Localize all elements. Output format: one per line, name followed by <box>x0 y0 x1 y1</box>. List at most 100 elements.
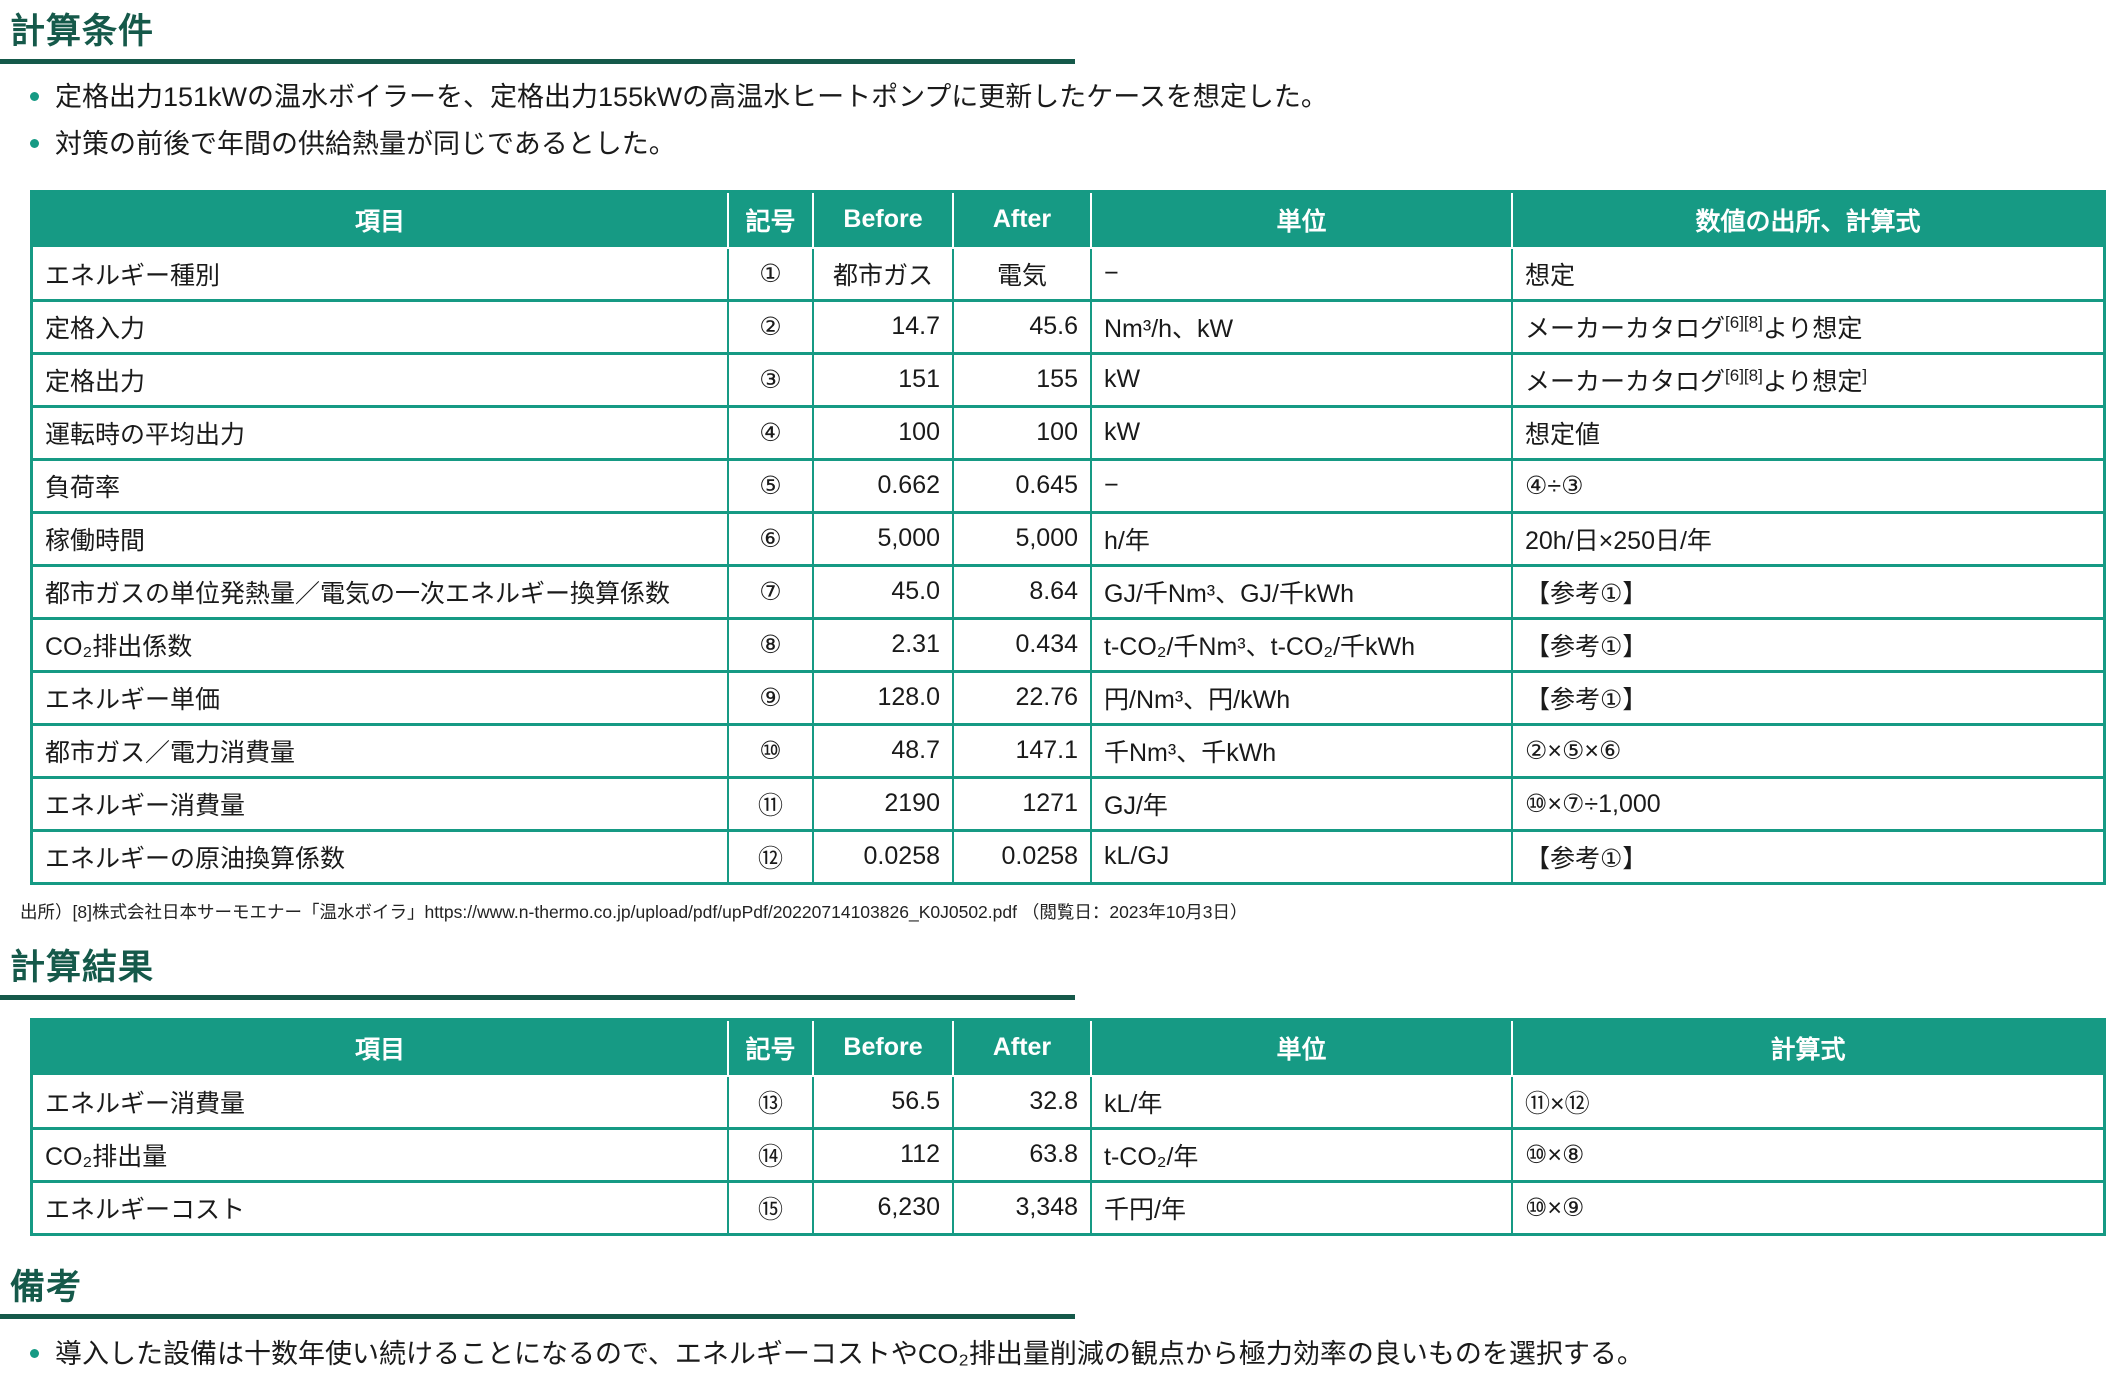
bullet-dot-icon <box>30 1349 39 1359</box>
bullet-item: 対策の前後で年間の供給熱量が同じであるとした。 <box>30 127 2128 162</box>
cell-after: 32.8 <box>952 1076 1090 1127</box>
conditions-bullet-list: 定格出力151kWの温水ボイラーを、定格出力155kWの高温水ヒートポンプに更新… <box>30 80 2128 162</box>
table-row: エネルギー種別 ① 都市ガス 電気 − 想定 <box>33 248 2103 299</box>
bullet-text: 対策の前後で年間の供給熱量が同じであるとした。 <box>55 128 676 159</box>
cell-after: 0.0258 <box>952 828 1090 882</box>
cell-unit: kW <box>1090 351 1511 405</box>
cell-before: 6,230 <box>812 1179 952 1233</box>
cell-source: 想定 <box>1511 248 2103 299</box>
cell-item: エネルギーコスト <box>33 1179 727 1233</box>
cell-unit: t-CO₂/千Nm³、t-CO₂/千kWh <box>1090 616 1511 670</box>
table-row: エネルギー消費量 ⑬ 56.5 32.8 kL/年 ⑪×⑫ <box>33 1076 2103 1127</box>
cell-unit: 円/Nm³、円/kWh <box>1090 669 1511 723</box>
table-row: エネルギー消費量 ⑪ 2190 1271 GJ/年 ⑩×⑦÷1,000 <box>33 775 2103 829</box>
header-cell-before: Before <box>812 1020 952 1077</box>
cell-before: 都市ガス <box>812 248 952 299</box>
cell-before: 56.5 <box>812 1076 952 1127</box>
cell-unit: GJ/年 <box>1090 775 1511 829</box>
cell-before: 5,000 <box>812 510 952 564</box>
table-row: 都市ガス／電力消費量 ⑩ 48.7 147.1 千Nm³、千kWh ②×⑤×⑥ <box>33 722 2103 776</box>
table-row: 定格出力 ③ 151 155 kW メーカーカタログ[6][8]より想定] <box>33 351 2103 405</box>
cell-item: 定格入力 <box>33 298 727 352</box>
cell-after: 63.8 <box>952 1126 1090 1180</box>
header-cell-source: 数値の出所、計算式 <box>1511 192 2103 249</box>
cell-unit: kL/GJ <box>1090 828 1511 882</box>
cell-after: 0.645 <box>952 457 1090 511</box>
cell-unit: kL/年 <box>1090 1076 1511 1127</box>
cell-item: 稼働時間 <box>33 510 727 564</box>
header-cell-item: 項目 <box>33 192 727 249</box>
cell-source: 20h/日×250日/年 <box>1511 510 2103 564</box>
header-cell-before: Before <box>812 192 952 249</box>
bullet-dot-icon <box>30 138 39 148</box>
heading-rule-conditions <box>0 58 1075 64</box>
cell-unit: − <box>1090 457 1511 511</box>
cell-formula: ⑪×⑫ <box>1511 1076 2103 1127</box>
cell-source: 【参考①】 <box>1511 563 2103 617</box>
cell-before: 45.0 <box>812 563 952 617</box>
cell-symbol: ⑭ <box>727 1126 812 1180</box>
cell-source: 【参考①】 <box>1511 828 2103 882</box>
cell-item: 都市ガス／電力消費量 <box>33 722 727 776</box>
cell-symbol: ⑨ <box>727 669 812 723</box>
bullet-dot-icon <box>30 91 39 101</box>
cell-before: 0.662 <box>812 457 952 511</box>
cell-item: CO₂排出量 <box>33 1126 727 1180</box>
cell-symbol: ⑦ <box>727 563 812 617</box>
cell-symbol: ④ <box>727 404 812 458</box>
header-cell-symbol: 記号 <box>727 1020 812 1077</box>
cell-before: 128.0 <box>812 669 952 723</box>
header-cell-unit: 単位 <box>1090 192 1511 249</box>
cell-unit: kW <box>1090 404 1511 458</box>
table-row: エネルギー単価 ⑨ 128.0 22.76 円/Nm³、円/kWh 【参考①】 <box>33 669 2103 723</box>
cell-unit: t-CO₂/年 <box>1090 1126 1511 1180</box>
header-cell-formula: 計算式 <box>1511 1020 2103 1077</box>
cell-after: 100 <box>952 404 1090 458</box>
cell-symbol: ② <box>727 298 812 352</box>
cell-before: 100 <box>812 404 952 458</box>
cell-item: エネルギー種別 <box>33 248 727 299</box>
cell-item: エネルギー消費量 <box>33 775 727 829</box>
table-row: 運転時の平均出力 ④ 100 100 kW 想定値 <box>33 404 2103 458</box>
cell-unit: 千Nm³、千kWh <box>1090 722 1511 776</box>
cell-item: エネルギーの原油換算係数 <box>33 828 727 882</box>
cell-before: 112 <box>812 1126 952 1180</box>
table-row: CO₂排出量 ⑭ 112 63.8 t-CO₂/年 ⑩×⑧ <box>33 1126 2103 1180</box>
source-footnote: 出所）[8]株式会社日本サーモエナー「温水ボイラ」https://www.n-t… <box>20 901 1248 922</box>
cell-source: 想定値 <box>1511 404 2103 458</box>
header-cell-unit: 単位 <box>1090 1020 1511 1077</box>
cell-symbol: ⑤ <box>727 457 812 511</box>
section-title-results: 計算結果 <box>10 947 155 987</box>
cell-before: 48.7 <box>812 722 952 776</box>
heading-rule-results <box>0 994 1075 1000</box>
cell-source: ②×⑤×⑥ <box>1511 722 2103 776</box>
cell-after: 0.434 <box>952 616 1090 670</box>
cell-formula: ⑩×⑨ <box>1511 1179 2103 1233</box>
table-header-row: 項目 記号 Before After 単位 計算式 <box>33 1020 2103 1077</box>
cell-after: 147.1 <box>952 722 1090 776</box>
cell-symbol: ⑩ <box>727 722 812 776</box>
table-row: 負荷率 ⑤ 0.662 0.645 − ④÷③ <box>33 457 2103 511</box>
cell-after: 電気 <box>952 248 1090 299</box>
cell-symbol: ⑬ <box>727 1076 812 1127</box>
cell-item: 都市ガスの単位発熱量／電気の一次エネルギー換算係数 <box>33 563 727 617</box>
cell-unit: Nm³/h、kW <box>1090 298 1511 352</box>
bullet-text: 定格出力151kWの温水ボイラーを、定格出力155kWの高温水ヒートポンプに更新… <box>55 81 1328 112</box>
cell-symbol: ⑪ <box>727 775 812 829</box>
table-row: エネルギーコスト ⑮ 6,230 3,348 千円/年 ⑩×⑨ <box>33 1179 2103 1233</box>
cell-before: 0.0258 <box>812 828 952 882</box>
cell-after: 45.6 <box>952 298 1090 352</box>
bullet-item: 定格出力151kWの温水ボイラーを、定格出力155kWの高温水ヒートポンプに更新… <box>30 80 2128 115</box>
cell-unit: GJ/千Nm³、GJ/千kWh <box>1090 563 1511 617</box>
cell-symbol: ⑥ <box>727 510 812 564</box>
cell-symbol: ⑫ <box>727 828 812 882</box>
heading-rule-remarks <box>0 1314 1075 1320</box>
table-row: 定格入力 ② 14.7 45.6 Nm³/h、kW メーカーカタログ[6][8]… <box>33 298 2103 352</box>
cell-unit: h/年 <box>1090 510 1511 564</box>
cell-after: 22.76 <box>952 669 1090 723</box>
bullet-item: 導入した設備は十数年使い続けることになるので、エネルギーコストやCO₂排出量削減… <box>30 1337 2128 1372</box>
section-title-remarks: 備考 <box>10 1267 83 1307</box>
table-row: 都市ガスの単位発熱量／電気の一次エネルギー換算係数 ⑦ 45.0 8.64 GJ… <box>33 563 2103 617</box>
cell-after: 3,348 <box>952 1179 1090 1233</box>
cell-symbol: ⑮ <box>727 1179 812 1233</box>
